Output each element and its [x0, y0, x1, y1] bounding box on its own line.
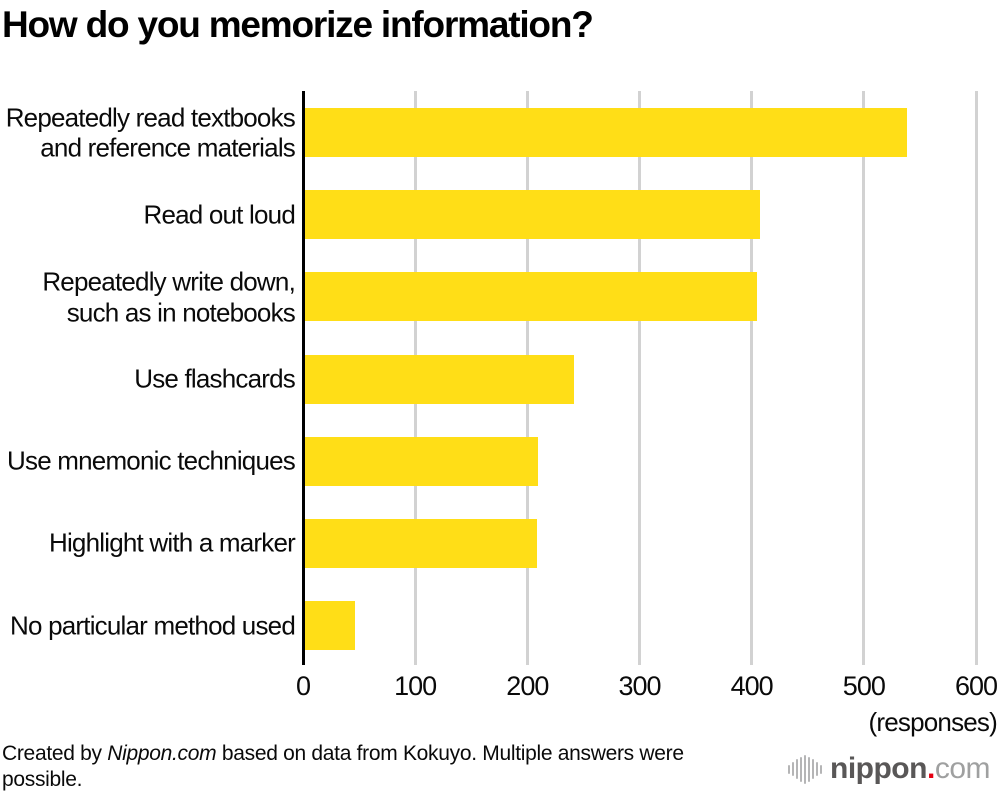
- source-note-prefix: Created by: [2, 742, 108, 765]
- bar: [305, 190, 761, 240]
- x-tick-label: 400: [730, 671, 774, 701]
- bar: [305, 108, 908, 157]
- nippon-com-logo: nippon.com: [787, 752, 991, 785]
- bar: [305, 436, 539, 486]
- bar: [305, 354, 575, 404]
- category-label: Highlight with a marker: [48, 528, 296, 559]
- source-note-suffix: based on data from Kokuyo. Multiple answ…: [2, 742, 684, 792]
- x-axis-unit-label: (responses): [868, 707, 998, 737]
- category-label: Use mnemonic techniques: [7, 445, 296, 476]
- source-note: Created by Nippon.com based on data from…: [2, 741, 702, 794]
- soundwave-icon: [787, 753, 822, 785]
- gridline: [862, 91, 866, 665]
- x-tick-label: 500: [842, 671, 886, 701]
- gridline: [750, 91, 754, 665]
- bar: [305, 518, 538, 568]
- x-tick-label: 200: [506, 671, 549, 701]
- logo-dot: .: [926, 752, 935, 785]
- x-tick-label: 600: [954, 671, 998, 701]
- category-label: Repeatedly read textbooks and reference …: [5, 101, 296, 163]
- chart-title: How do you memorize information?: [2, 4, 594, 45]
- x-tick-label: 0: [295, 671, 311, 701]
- x-tick-label: 300: [618, 671, 661, 701]
- y-axis-line: [301, 91, 305, 665]
- source-note-brand: Nippon.com: [107, 742, 217, 765]
- bar: [305, 272, 758, 322]
- category-label: Use flashcards: [134, 363, 296, 394]
- category-label: Repeatedly write down, such as in notebo…: [42, 266, 295, 327]
- category-label: No particular method used: [10, 610, 296, 641]
- plot-area: [301, 91, 978, 665]
- category-label: Read out loud: [143, 199, 295, 230]
- gridline: [638, 91, 641, 665]
- x-tick-label: 100: [394, 671, 437, 701]
- bar: [305, 601, 356, 651]
- logo-name: nippon: [830, 752, 927, 785]
- logo-tld: com: [934, 752, 991, 785]
- logo-wordmark: nippon.com: [830, 752, 991, 785]
- gridline: [974, 91, 978, 665]
